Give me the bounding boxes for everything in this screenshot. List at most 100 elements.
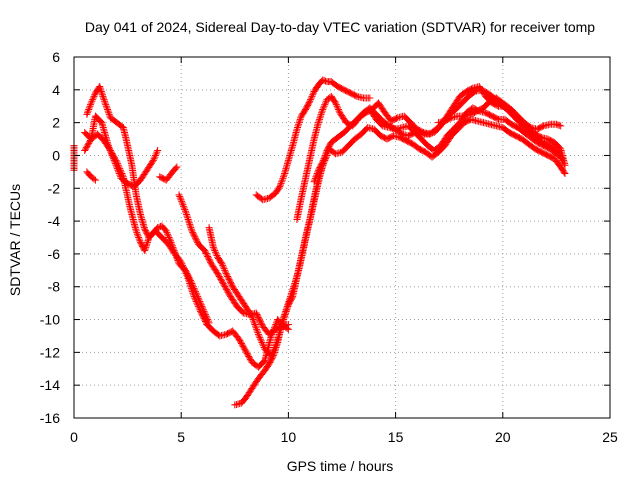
data-point-marker [256,316,264,324]
data-point-marker [250,319,258,327]
data-point-marker [223,287,231,295]
data-point-marker [104,106,112,114]
data-point-marker [554,121,562,129]
data-point-marker [239,342,247,350]
data-point-marker [216,274,224,282]
data-point-marker [104,107,112,115]
data-point-marker [188,227,196,235]
data-point-marker [314,168,322,176]
data-point-marker [238,341,246,349]
data-point-marker [218,260,226,268]
data-point-marker [186,279,194,287]
data-point-marker [164,230,172,238]
y-tick-label: -6 [48,246,61,262]
data-point-marker [296,117,304,125]
data-point-marker [141,245,149,253]
data-point-marker [178,197,186,205]
data-point-marker [117,168,125,176]
data-point-marker [193,237,201,245]
plot-frame [73,56,611,419]
data-point-marker [98,89,106,97]
data-point-marker [181,206,189,214]
x-axis-title: GPS time / hours [287,458,394,474]
data-point-marker [99,92,107,100]
series-6 [156,163,181,184]
data-point-marker [314,119,322,127]
data-point-marker [307,96,315,104]
data-point-marker [332,99,340,107]
data-point-marker [237,338,245,346]
data-point-marker [185,278,193,286]
data-point-marker [242,348,250,356]
x-tick-label: 0 [70,429,78,445]
data-point-marker [85,139,93,147]
data-point-marker [187,224,195,232]
data-point-marker [392,114,400,122]
data-point-marker [186,222,194,230]
data-point-marker [211,247,219,255]
data-point-marker [172,164,180,172]
data-point-marker [257,318,265,326]
data-point-marker [251,320,259,328]
data-point-marker [213,252,221,260]
y-tick-label: -4 [48,213,61,229]
data-point-marker [188,286,196,294]
data-point-marker [153,148,161,156]
data-point-marker [538,123,546,131]
data-point-marker [222,285,230,293]
data-point-marker [320,102,328,110]
data-point-marker [560,168,568,176]
y-tick-label: -14 [40,377,60,393]
data-point-marker [199,313,207,321]
data-point-marker [287,291,295,299]
data-point-marker [194,302,202,310]
data-point-marker [256,334,264,342]
data-point-marker [105,109,113,117]
data-point-marker [313,171,321,179]
data-point-marker [310,178,318,186]
data-point-marker [97,86,105,94]
data-point-marker [181,268,189,276]
data-point-marker [315,117,323,125]
data-point-marker [235,335,243,343]
data-point-marker [253,325,261,333]
data-point-marker [150,155,158,163]
data-point-marker [557,122,565,130]
data-point-marker [218,277,226,285]
data-point-marker [248,312,256,320]
data-point-marker [185,217,193,225]
data-point-marker [180,265,188,273]
data-point-marker [207,258,215,266]
data-point-marker [187,284,195,292]
data-point-marker [176,192,184,200]
series-14 [434,94,569,169]
data-point-marker [255,315,263,323]
data-point-marker [252,324,260,332]
data-point-marker [318,109,326,117]
data-point-marker [217,258,225,266]
data-point-marker [112,157,120,165]
data-point-marker [203,251,211,259]
data-point-marker [99,94,107,102]
data-point-marker [142,243,150,251]
data-point-marker [318,107,326,115]
x-tick-label: 10 [281,429,297,445]
data-point-marker [163,229,171,237]
data-point-marker [244,351,252,359]
data-point-marker [293,125,301,133]
data-point-marker [89,94,97,102]
data-point-marker [105,110,113,118]
y-tick-label: -10 [40,312,60,328]
data-point-marker [352,92,360,100]
data-point-marker [101,99,109,107]
chart-title: Day 041 of 2024, Sidereal Day-to-day VTE… [85,19,595,35]
data-point-marker [162,227,170,235]
data-point-marker [307,94,315,102]
data-point-marker [190,291,198,299]
data-point-marker [317,110,325,118]
data-point-marker [222,284,230,292]
data-point-marker [197,309,205,317]
data-point-marker [201,318,209,326]
data-point-marker [281,309,289,317]
